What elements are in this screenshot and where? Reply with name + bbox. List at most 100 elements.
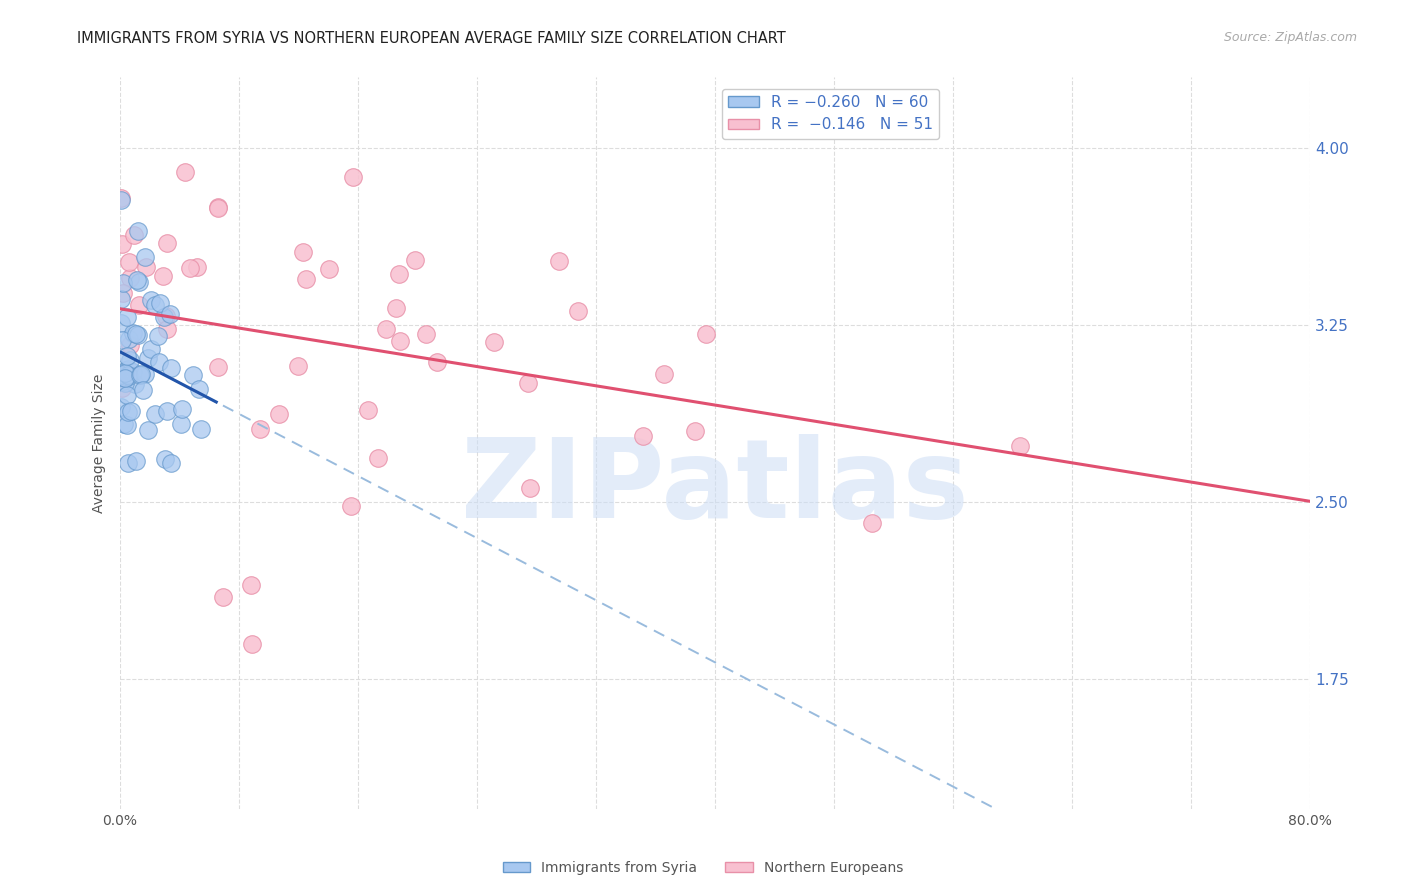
Point [170, 402, 193, 417]
Point [160, 457, 183, 471]
Point [149, 296, 172, 310]
Point [388, 267, 411, 281]
Point [357, 403, 380, 417]
Point [125, 326, 148, 341]
Point [240, 637, 263, 651]
Point [695, 326, 717, 341]
Point [207, 202, 229, 216]
Point [111, 333, 134, 347]
Point [110, 368, 132, 383]
Point [482, 334, 505, 349]
Point [118, 332, 141, 346]
Point [148, 355, 170, 369]
Point [269, 407, 291, 421]
Point [110, 400, 132, 414]
Legend: R = −0.260   N = 60, R =  −0.146   N = 51: R = −0.260 N = 60, R = −0.146 N = 51 [723, 88, 939, 138]
Text: IMMIGRANTS FROM SYRIA VS NORTHERN EUROPEAN AVERAGE FAMILY SIZE CORRELATION CHART: IMMIGRANTS FROM SYRIA VS NORTHERN EUROPE… [77, 31, 786, 46]
Point [207, 200, 229, 214]
Point [295, 272, 318, 286]
Point [860, 516, 883, 530]
Point [122, 366, 145, 380]
Point [516, 376, 538, 390]
Point [127, 224, 149, 238]
Point [1010, 438, 1032, 452]
Point [111, 236, 134, 251]
Point [156, 403, 179, 417]
Y-axis label: Average Family Size: Average Family Size [93, 374, 107, 513]
Point [683, 424, 706, 438]
Point [124, 377, 146, 392]
Point [120, 271, 142, 285]
Text: ZIPatlas: ZIPatlas [461, 434, 969, 541]
Point [415, 326, 437, 341]
Point [152, 310, 174, 324]
Point [136, 423, 159, 437]
Point [388, 334, 411, 349]
Point [385, 301, 408, 316]
Point [340, 499, 363, 513]
Point [114, 371, 136, 385]
Point [112, 374, 135, 388]
Point [118, 369, 141, 384]
Point [160, 361, 183, 376]
Point [125, 454, 148, 468]
Point [120, 404, 142, 418]
Point [115, 363, 138, 377]
Point [114, 366, 136, 380]
Point [181, 368, 204, 383]
Point [404, 252, 426, 267]
Point [143, 298, 166, 312]
Point [567, 303, 589, 318]
Point [631, 429, 654, 443]
Point [122, 227, 145, 242]
Point [156, 235, 179, 250]
Point [318, 262, 340, 277]
Point [117, 362, 139, 376]
Point [134, 250, 156, 264]
Point [152, 268, 174, 283]
Point [110, 292, 132, 306]
Point [426, 355, 449, 369]
Point [115, 310, 138, 325]
Point [173, 165, 195, 179]
Point [652, 367, 675, 381]
Point [249, 422, 271, 436]
Point [121, 326, 143, 340]
Point [212, 590, 235, 604]
Point [128, 298, 150, 312]
Point [110, 316, 132, 330]
Point [112, 417, 135, 431]
Point [111, 277, 134, 291]
Point [342, 169, 364, 184]
Point [155, 309, 177, 323]
Point [125, 273, 148, 287]
Point [110, 193, 132, 207]
Point [117, 387, 139, 401]
Point [153, 452, 176, 467]
Point [117, 456, 139, 470]
Point [132, 384, 155, 398]
Point [129, 368, 152, 382]
Point [291, 244, 314, 259]
Point [547, 254, 569, 268]
Point [367, 451, 389, 466]
Point [118, 255, 141, 269]
Point [117, 405, 139, 419]
Point [120, 353, 142, 368]
Point [186, 260, 208, 274]
Point [159, 307, 181, 321]
Point [112, 285, 135, 300]
Point [146, 329, 169, 343]
Point [110, 191, 132, 205]
Point [170, 417, 193, 431]
Point [188, 382, 211, 396]
Point [136, 351, 159, 366]
Text: Source: ZipAtlas.com: Source: ZipAtlas.com [1223, 31, 1357, 45]
Point [134, 368, 156, 382]
Legend: Immigrants from Syria, Northern Europeans: Immigrants from Syria, Northern European… [496, 855, 910, 880]
Point [118, 338, 141, 352]
Point [155, 322, 177, 336]
Point [128, 275, 150, 289]
Point [141, 293, 163, 307]
Point [117, 368, 139, 382]
